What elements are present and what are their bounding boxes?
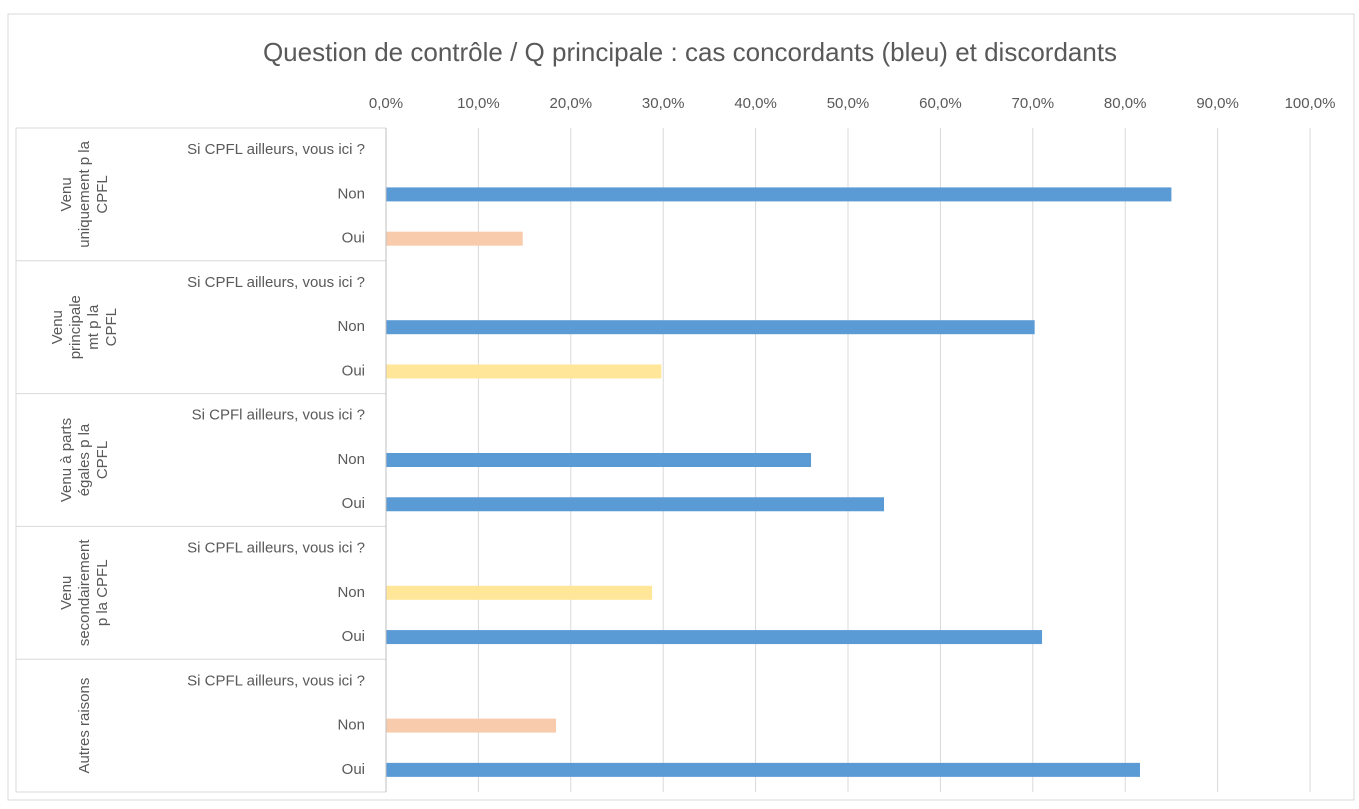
bar <box>386 585 653 600</box>
bar <box>386 762 1140 777</box>
x-tick-label: 50,0% <box>827 95 870 112</box>
row-label: Oui <box>342 495 365 512</box>
bar <box>386 364 662 379</box>
row-label: Si CPFL ailleurs, vous ici ? <box>187 540 365 557</box>
x-tick-label: 80,0% <box>1104 95 1147 112</box>
group-label-line: CPFL <box>94 175 111 213</box>
group-label-line: Venu <box>49 310 66 344</box>
x-tick-label: 20,0% <box>550 95 593 112</box>
bar <box>386 453 812 467</box>
row-label: Non <box>337 584 365 601</box>
group-label-line: Venu <box>58 177 75 211</box>
x-tick-label: 100,0% <box>1285 95 1336 112</box>
group-label-line: CPFL <box>94 441 111 479</box>
group-label-line: mt p la <box>85 304 102 350</box>
x-tick-label: 10,0% <box>457 95 500 112</box>
group-label: Venu à partségales p laCPFL <box>58 418 111 502</box>
chart-frame <box>7 13 1355 801</box>
row-label: Oui <box>342 628 365 645</box>
row-label: Non <box>337 451 365 468</box>
row-label: Oui <box>342 761 365 778</box>
x-tick-label: 60,0% <box>919 95 962 112</box>
group-label-line: Venu <box>58 576 75 610</box>
group-label-line: Venu à parts <box>58 418 75 502</box>
group-label-line: Autres raisons <box>76 678 93 774</box>
row-label: Si CPFL ailleurs, vous ici ? <box>187 274 365 291</box>
group-label-line: p la CPFL <box>94 559 111 626</box>
bar <box>386 497 885 512</box>
group-label: Venuuniquement p laCPFL <box>58 140 111 247</box>
bar <box>386 630 1043 645</box>
bar <box>386 231 523 246</box>
x-tick-label: 30,0% <box>642 95 685 112</box>
chart-title: Question de contrôle / Q principale : ca… <box>263 37 1117 67</box>
group-label: Venusecondairementp la CPFL <box>58 539 111 647</box>
bar <box>386 320 1035 335</box>
row-label: Non <box>337 717 365 734</box>
row-label: Non <box>337 185 365 202</box>
row-label: Si CPFl ailleurs, vous ici ? <box>192 407 365 424</box>
group-label-line: CPFL <box>103 308 120 346</box>
bar <box>386 718 557 733</box>
x-tick-label: 90,0% <box>1196 95 1239 112</box>
row-label: Oui <box>342 230 365 247</box>
row-label: Non <box>337 318 365 335</box>
x-tick-label: 40,0% <box>734 95 777 112</box>
group-label-line: secondairement <box>76 539 93 647</box>
bar <box>386 187 1172 202</box>
x-tick-label: 0,0% <box>369 95 403 112</box>
group-label: Venuprincipalemt p laCPFL <box>49 295 120 359</box>
row-label: Si CPFL ailleurs, vous ici ? <box>187 141 365 158</box>
row-label: Oui <box>342 362 365 379</box>
row-label: Si CPFL ailleurs, vous ici ? <box>187 672 365 689</box>
group-label-line: égales p la <box>76 423 93 496</box>
group-label-line: principale <box>67 295 84 359</box>
group-label-line: uniquement p la <box>76 140 93 247</box>
group-label: Autres raisons <box>76 678 93 774</box>
x-tick-label: 70,0% <box>1012 95 1055 112</box>
